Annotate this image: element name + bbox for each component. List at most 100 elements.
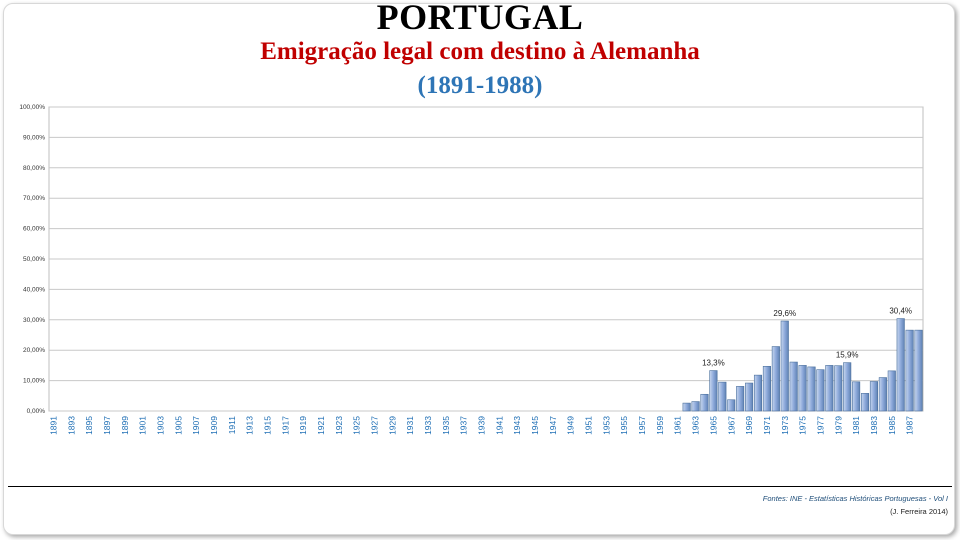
- y-tick-label: 60,00%: [23, 226, 45, 233]
- author-note: (J. Ferreira 2014): [890, 507, 948, 516]
- x-tick-label: 1975: [798, 416, 808, 435]
- slide-frame: [3, 3, 955, 535]
- x-tick-label: 1939: [477, 416, 487, 435]
- x-tick-label: 1905: [173, 416, 183, 435]
- x-tick-label: 1929: [387, 416, 397, 435]
- x-tick-label: 1955: [619, 416, 629, 435]
- x-tick-label: 1913: [245, 416, 255, 435]
- y-tick-label: 50,00%: [23, 256, 45, 263]
- x-tick-label: 1957: [637, 416, 647, 435]
- x-tick-label: 1915: [263, 416, 273, 435]
- x-tick-label: 1971: [762, 416, 772, 435]
- x-tick-label: 1953: [601, 416, 611, 435]
- source-note: Fontes: INE - Estatísticas Históricas Po…: [762, 494, 948, 503]
- x-tick-label: 1911: [227, 416, 237, 435]
- x-tick-label: 1909: [209, 416, 219, 435]
- x-tick-label: 1973: [780, 416, 790, 435]
- bar-1970: [753, 374, 763, 412]
- bar-1971: [762, 366, 771, 412]
- x-tick-label: 1969: [744, 416, 754, 435]
- x-tick-label: 1949: [566, 416, 576, 435]
- bar-1976: [807, 366, 816, 412]
- x-tick-label: 1933: [423, 416, 433, 435]
- bar-1972: [771, 346, 780, 412]
- x-tick-label: 1943: [512, 416, 522, 435]
- x-tick-label: 1945: [530, 416, 540, 435]
- y-tick-label: 0,00%: [27, 408, 46, 415]
- bar-1974: [789, 361, 798, 412]
- bar-1967: [727, 399, 736, 412]
- y-tick-label: 100,00%: [19, 104, 45, 111]
- bar-1984: [878, 377, 887, 412]
- x-axis-labels: 1891 1893 1895 1897 1899 1901 1903 1905 1907 1909…: [48, 416, 914, 435]
- data-labels: 13,3% 29,6% 15,9% 30,4%: [702, 307, 912, 368]
- x-tick-label: 1937: [459, 416, 469, 435]
- x-tick-label: 1907: [191, 416, 201, 435]
- bar-1966: [718, 381, 727, 412]
- bar-1986: [896, 318, 905, 412]
- x-tick-label: 1965: [708, 416, 718, 435]
- page-title: PORTUGAL: [376, 0, 584, 37]
- bar-chart: 0,00% 10,00% 20,00% 30,00% 40,00% 50,00% 60,00…: [19, 104, 924, 435]
- x-tick-label: 1979: [833, 416, 843, 435]
- data-label-1980: 15,9%: [836, 351, 859, 360]
- x-tick-label: 1961: [673, 416, 683, 435]
- x-tick-label: 1901: [138, 416, 148, 435]
- bar-1985: [887, 370, 896, 412]
- bar-1975: [798, 365, 807, 412]
- y-tick-label: 90,00%: [23, 134, 45, 141]
- x-tick-label: 1977: [815, 416, 825, 435]
- x-tick-label: 1985: [887, 416, 897, 435]
- bar-1987: [905, 329, 914, 412]
- x-tick-label: 1959: [655, 416, 665, 435]
- y-tick-label: 10,00%: [23, 378, 45, 385]
- bar-1979: [834, 365, 843, 412]
- x-tick-label: 1923: [334, 416, 344, 435]
- bar-1965: [709, 370, 718, 412]
- x-tick-label: 1893: [66, 416, 76, 435]
- chart-subtitle: Emigração legal com destino à Alemanha: [260, 38, 700, 65]
- bar-1962: [682, 402, 691, 412]
- y-tick-label: 30,00%: [23, 317, 45, 324]
- x-tick-label: 1895: [84, 416, 94, 435]
- x-tick-label: 1935: [441, 416, 451, 435]
- x-tick-label: 1967: [726, 416, 736, 435]
- x-tick-label: 1891: [48, 416, 58, 435]
- x-tick-label: 1919: [298, 416, 308, 435]
- x-tick-label: 1951: [584, 416, 594, 435]
- x-tick-label: 1963: [691, 416, 701, 435]
- bar-1980: [843, 362, 852, 412]
- chart-period: (1891-1988): [417, 72, 543, 99]
- y-tick-label: 40,00%: [23, 286, 45, 293]
- bar-1977: [816, 369, 825, 412]
- y-tick-label: 80,00%: [23, 165, 45, 172]
- bar-1981: [852, 381, 861, 412]
- bar-1978: [825, 365, 834, 412]
- bar-1968: [736, 386, 745, 412]
- y-axis-labels: 0,00% 10,00% 20,00% 30,00% 40,00% 50,00% 60,00…: [19, 104, 45, 415]
- data-label-1973: 29,6%: [773, 309, 796, 318]
- bar-1964: [700, 393, 709, 412]
- bars: [682, 318, 923, 412]
- footer-divider: [8, 486, 952, 487]
- x-tick-label: 1899: [120, 416, 130, 435]
- bar-1969: [745, 382, 754, 412]
- y-tick-label: 70,00%: [23, 195, 45, 202]
- x-tick-label: 1897: [102, 416, 112, 435]
- data-label-1986: 30,4%: [889, 307, 912, 316]
- data-label-1965: 13,3%: [702, 359, 725, 368]
- x-tick-label: 1947: [548, 416, 558, 435]
- bar-1982: [860, 393, 870, 412]
- x-tick-label: 1987: [905, 416, 915, 435]
- bar-1973: [780, 320, 789, 412]
- bar-1988: [914, 329, 923, 412]
- x-tick-label: 1925: [352, 416, 362, 435]
- y-tick-label: 20,00%: [23, 347, 45, 354]
- bar-1983: [869, 381, 878, 412]
- x-tick-label: 1931: [405, 416, 415, 435]
- x-tick-label: 1921: [316, 416, 326, 435]
- x-tick-label: 1941: [494, 416, 504, 435]
- x-tick-label: 1983: [869, 416, 879, 435]
- x-tick-label: 1917: [280, 416, 290, 435]
- bar-1963: [691, 401, 700, 412]
